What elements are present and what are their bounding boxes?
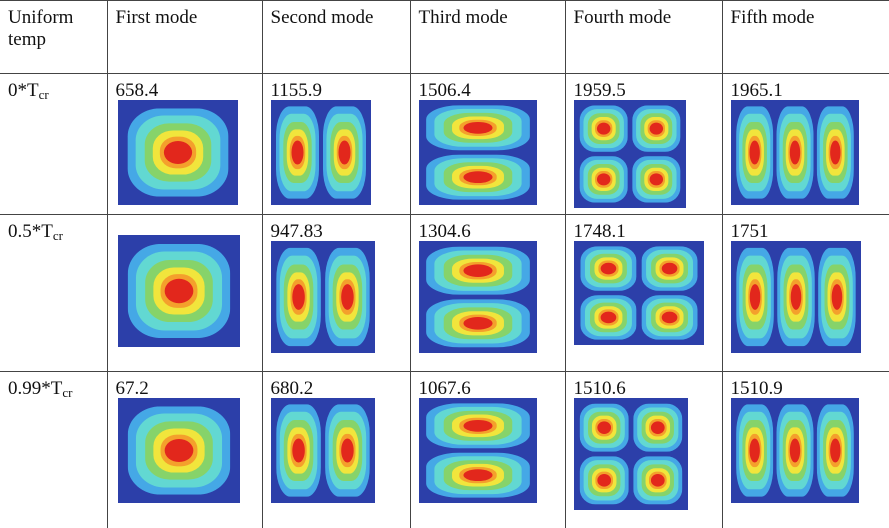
value: 1751: [731, 221, 882, 241]
cell: [107, 215, 262, 372]
label-sub: cr: [53, 228, 63, 243]
row-label: 0.5*Tcr: [0, 215, 107, 372]
row: 0.5*Tcr 947.83 1304.6 1748.1 1751: [0, 215, 889, 372]
header-text: Fifth mode: [731, 7, 815, 28]
cell: 1510.9: [722, 372, 889, 528]
header-cell: Fifth mode: [722, 1, 889, 74]
header-text: Fourth mode: [574, 7, 672, 28]
value: 67.2: [116, 378, 254, 398]
cell: 1751: [722, 215, 889, 372]
header-cell: Fourth mode: [565, 1, 722, 74]
mode-image: [118, 100, 238, 205]
mode-image: [731, 100, 859, 205]
cell: 1965.1: [722, 74, 889, 215]
cell: 1959.5: [565, 74, 722, 215]
value: 658.4: [116, 80, 254, 100]
value: 947.83: [271, 221, 402, 241]
value: 1304.6: [419, 221, 557, 241]
header-cell: Second mode: [262, 1, 410, 74]
cell: 67.2: [107, 372, 262, 528]
cell: 1748.1: [565, 215, 722, 372]
mode-image: [419, 241, 537, 353]
mode-image: [271, 100, 371, 205]
label-sub: cr: [62, 385, 72, 400]
cell: 658.4: [107, 74, 262, 215]
mode-image: [574, 241, 704, 345]
mode-image: [118, 235, 240, 347]
header-text: Third mode: [419, 7, 508, 28]
row: 0.99*Tcr 67.2 680.2 1067.6 1510.6 1510.9: [0, 372, 889, 528]
value: 1155.9: [271, 80, 402, 100]
label-text: 0.99*T: [8, 378, 62, 399]
mode-image: [574, 100, 686, 208]
header-row: Uniform temp First mode Second mode Thir…: [0, 1, 889, 74]
label-text: 0*T: [8, 80, 39, 101]
mode-image: [731, 241, 861, 353]
cell: 1067.6: [410, 372, 565, 528]
cell: 1304.6: [410, 215, 565, 372]
results-table: Uniform temp First mode Second mode Thir…: [0, 0, 889, 528]
row: 0*Tcr 658.4 1155.9 1506.4 1959.5 1965.1: [0, 74, 889, 215]
cell: 1510.6: [565, 372, 722, 528]
row-label: 0.99*Tcr: [0, 372, 107, 528]
label-text: 0.5*T: [8, 221, 53, 242]
mode-image: [118, 398, 240, 503]
cell: 1506.4: [410, 74, 565, 215]
row-label: 0*Tcr: [0, 74, 107, 215]
value: 1510.6: [574, 378, 714, 398]
header-text: Uniform temp: [8, 7, 73, 50]
value: 1510.9: [731, 378, 882, 398]
value: 1506.4: [419, 80, 557, 100]
header-text: First mode: [116, 7, 198, 28]
value: 1965.1: [731, 80, 882, 100]
mode-image: [271, 241, 375, 353]
header-cell: Third mode: [410, 1, 565, 74]
header-cell: Uniform temp: [0, 1, 107, 74]
header-text: Second mode: [271, 7, 374, 28]
mode-image: [574, 398, 688, 510]
mode-image: [419, 100, 537, 205]
cell: 947.83: [262, 215, 410, 372]
mode-image: [271, 398, 375, 503]
value: 680.2: [271, 378, 402, 398]
mode-image: [731, 398, 859, 503]
header-cell: First mode: [107, 1, 262, 74]
mode-image: [419, 398, 537, 503]
cell: 680.2: [262, 372, 410, 528]
value: 1067.6: [419, 378, 557, 398]
page: Uniform temp First mode Second mode Thir…: [0, 0, 889, 524]
cell: 1155.9: [262, 74, 410, 215]
value: 1959.5: [574, 80, 714, 100]
label-sub: cr: [39, 87, 49, 102]
value: 1748.1: [574, 221, 714, 241]
